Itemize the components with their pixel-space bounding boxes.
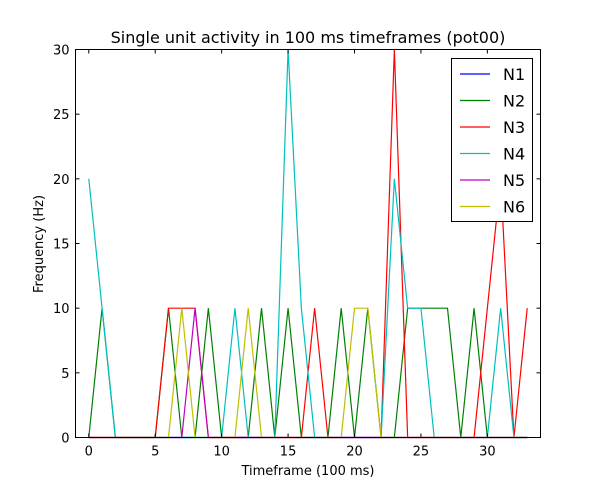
legend-box bbox=[451, 58, 533, 222]
legend: N1 N2 N3 N4 N5 N6 bbox=[451, 58, 533, 222]
legend-entry-n3: N3 bbox=[460, 118, 525, 137]
legend-label: N6 bbox=[503, 198, 525, 217]
y-tick-label: 15 bbox=[53, 238, 70, 253]
y-tick-label: 0 bbox=[61, 432, 69, 447]
tick-layer: 0 5 10 15 20 25 30 0 5 10 15 20 25 30 bbox=[53, 44, 541, 460]
legend-entry-n2: N2 bbox=[460, 92, 525, 111]
legend-label: N1 bbox=[503, 65, 525, 84]
legend-entry-n4: N4 bbox=[460, 145, 525, 164]
x-tick-label: 25 bbox=[413, 445, 430, 460]
x-tick-label: 15 bbox=[280, 445, 297, 460]
y-tick-label: 25 bbox=[53, 108, 70, 123]
y-tick-label: 30 bbox=[53, 44, 70, 59]
legend-label: N4 bbox=[503, 145, 525, 164]
x-tick-label: 5 bbox=[151, 445, 159, 460]
legend-label: N2 bbox=[503, 92, 525, 111]
x-tick-label: 20 bbox=[346, 445, 363, 460]
x-tick-label: 0 bbox=[85, 445, 93, 460]
y-axis-label: Frequency (Hz) bbox=[32, 195, 47, 293]
plot-frame bbox=[75, 49, 541, 438]
x-tick-label: 10 bbox=[213, 445, 230, 460]
chart-title: Single unit activity in 100 ms timeframe… bbox=[111, 28, 506, 47]
legend-label: N5 bbox=[503, 171, 525, 190]
legend-entry-n1: N1 bbox=[460, 65, 525, 84]
y-tick-label: 5 bbox=[61, 367, 69, 382]
legend-label: N3 bbox=[503, 118, 525, 137]
y-tick-label: 20 bbox=[53, 173, 70, 188]
legend-entry-n5: N5 bbox=[460, 171, 525, 190]
x-axis-label: Timeframe (100 ms) bbox=[240, 464, 374, 479]
legend-entries: N1 N2 N3 N4 N5 N6 bbox=[460, 65, 525, 217]
y-tick-label: 10 bbox=[53, 302, 70, 317]
x-tick-label: 30 bbox=[479, 445, 496, 460]
legend-entry-n6: N6 bbox=[460, 198, 525, 217]
